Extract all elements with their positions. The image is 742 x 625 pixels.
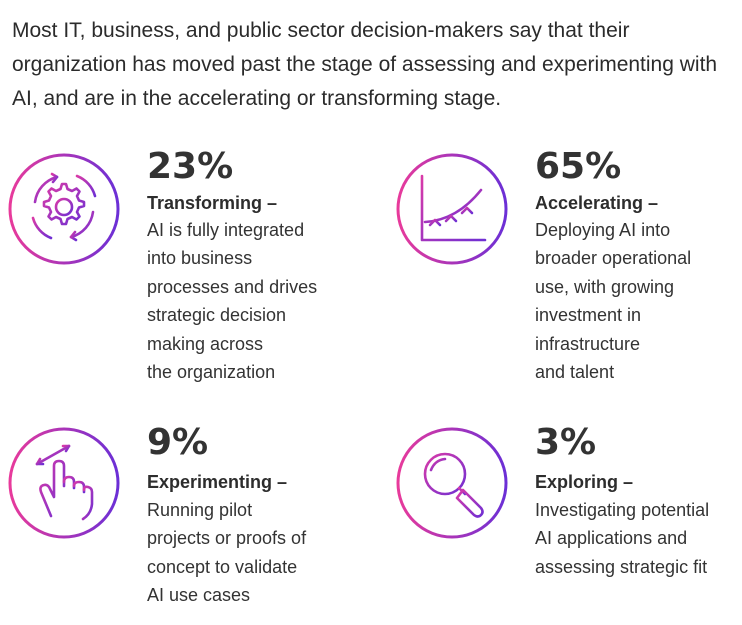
label-accelerating: Accelerating – [535,193,659,213]
gear-cycle-icon [8,153,120,265]
desc-exploring: Investigating potential AI applications … [535,500,710,577]
growth-chart-icon [396,153,508,265]
percent-accelerating: 65% [535,146,622,187]
desc-accelerating: Deploying AI into broader operational us… [535,220,692,383]
label-transforming: Transforming – [147,193,278,213]
desc-transforming: AI is fully integrated into business pro… [147,220,318,383]
swipe-hand-icon [8,427,120,539]
label-exploring: Exploring – [535,472,634,492]
desc-experimenting: Running pilot projects or proofs of conc… [147,500,307,606]
magnifier-icon [396,427,508,539]
label-experimenting: Experimenting – [147,472,288,492]
percent-experimenting: 9% [147,422,209,463]
intro-text: Most IT, business, and public sector dec… [12,19,718,110]
percent-exploring: 3% [535,422,597,463]
percent-transforming: 23% [147,146,234,187]
